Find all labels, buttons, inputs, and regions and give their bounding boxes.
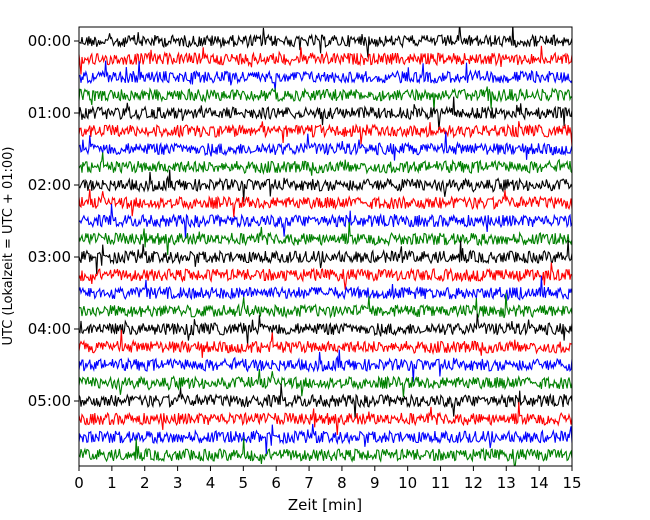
x-tick-label: 9	[370, 474, 380, 492]
y-tick-label: 04:00	[28, 320, 71, 338]
x-tick-label: 2	[140, 474, 150, 492]
x-tick-label: 5	[239, 474, 249, 492]
trace-line-0230	[79, 203, 572, 239]
x-tick-label: 7	[304, 474, 314, 492]
trace-line-0130	[79, 131, 572, 161]
trace-line-0430	[79, 349, 572, 383]
trace-line-0215	[79, 189, 572, 218]
x-tick-label: 14	[530, 474, 549, 492]
x-tick-label: 0	[74, 474, 84, 492]
trace-line-0445	[79, 369, 572, 398]
y-tick-label: 02:00	[28, 176, 71, 194]
x-tick-label: 13	[497, 474, 516, 492]
x-tick-label: 6	[271, 474, 281, 492]
trace-line-0245	[79, 221, 572, 256]
trace-line-0015	[79, 45, 572, 75]
x-tick-label: 15	[562, 474, 581, 492]
x-tick-label: 11	[431, 474, 450, 492]
trace-line-0000	[79, 27, 572, 58]
trace-line-0115	[79, 121, 572, 147]
trace-line-0045	[79, 86, 572, 112]
trace-line-0415	[79, 329, 572, 358]
x-tick-label: 4	[206, 474, 216, 492]
trace-line-0030	[79, 60, 572, 91]
y-tick-label: 01:00	[28, 104, 71, 122]
trace-line-0515	[79, 401, 572, 436]
y-tick-label: 05:00	[28, 392, 71, 410]
trace-line-0315	[79, 262, 572, 290]
trace-line-0145	[79, 152, 572, 176]
x-axis-label: Zeit [min]	[288, 496, 362, 514]
x-axis-ticks: 0 1 2 3 4 5 6 7 8 9 10 11 12 13 14 15	[74, 466, 582, 492]
trace-line-0345	[79, 293, 572, 319]
x-tick-label: 3	[173, 474, 183, 492]
trace-line-0330	[79, 275, 572, 302]
trace-line-0400	[79, 313, 572, 345]
trace-line-0545	[79, 437, 572, 466]
trace-line-0300	[79, 239, 572, 275]
y-axis-ticks: 00:00 01:00 02:00 03:00 04:00 05:00	[28, 32, 79, 410]
trace-line-0100	[79, 96, 572, 131]
x-tick-label: 12	[464, 474, 483, 492]
trace-line-0200	[79, 169, 572, 203]
y-tick-label: 03:00	[28, 248, 71, 266]
y-axis-label: UTC (Lokalzeit = UTC + 01:00)	[1, 147, 16, 346]
trace-line-0500	[79, 383, 572, 419]
trace-line-0530	[79, 423, 572, 455]
plot-frame	[78, 26, 573, 467]
x-tick-label: 1	[107, 474, 117, 492]
y-tick-label: 00:00	[28, 32, 71, 50]
trace-group	[79, 27, 572, 466]
x-tick-label: 10	[398, 474, 417, 492]
x-tick-label: 8	[337, 474, 347, 492]
